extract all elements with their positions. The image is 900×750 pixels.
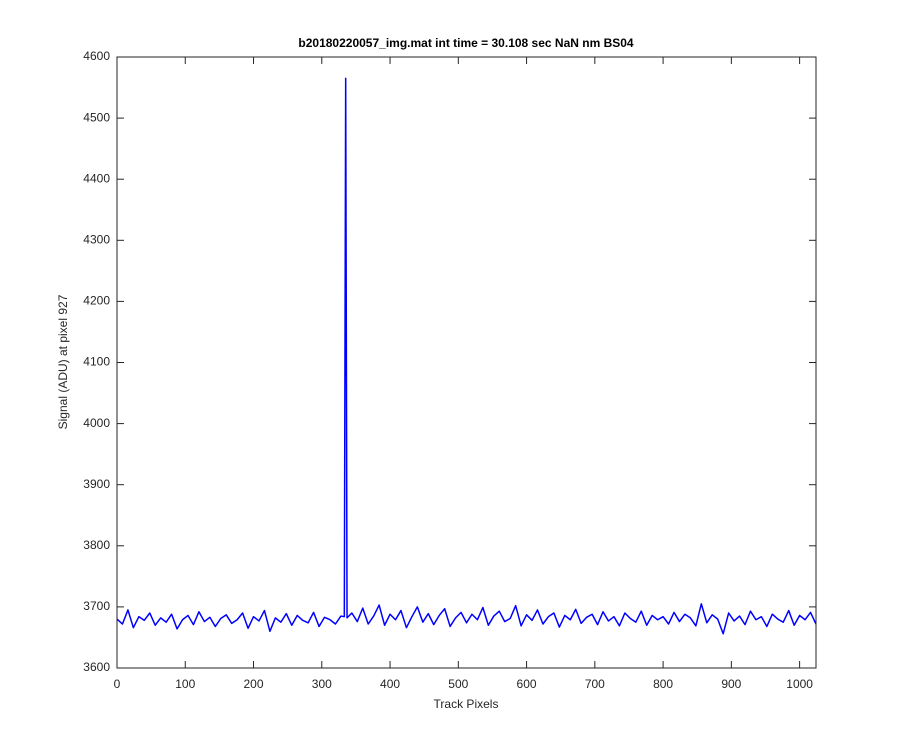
x-tick-label: 800 [653,677,673,691]
x-tick-label: 500 [448,677,468,691]
x-tick-label: 300 [312,677,332,691]
x-axis-label: Track Pixels [434,697,499,711]
x-tick-label: 400 [380,677,400,691]
y-tick-label: 4500 [83,110,110,124]
data-line [116,77,817,635]
y-tick-label: 4400 [83,171,110,185]
x-tick-label: 1000 [786,677,813,691]
x-tick-label: 900 [721,677,741,691]
x-tick-label: 700 [585,677,605,691]
y-tick-label: 4000 [83,416,110,430]
x-tick-label: 100 [175,677,195,691]
chart-title: b20180220057_img.mat int time = 30.108 s… [298,36,634,50]
y-tick-label: 4200 [83,294,110,308]
x-tick-label: 0 [114,677,121,691]
y-tick-label: 3900 [83,477,110,491]
y-tick-label: 3800 [83,538,110,552]
x-tick-label: 600 [517,677,537,691]
y-tick-label: 4600 [83,49,110,63]
y-tick-label: 4100 [83,355,110,369]
y-tick-label: 4300 [83,232,110,246]
y-tick-label: 3600 [83,660,110,674]
y-axis-label: Signal (ADU) at pixel 927 [56,294,70,429]
x-tick-label: 200 [244,677,264,691]
y-tick-label: 3700 [83,599,110,613]
